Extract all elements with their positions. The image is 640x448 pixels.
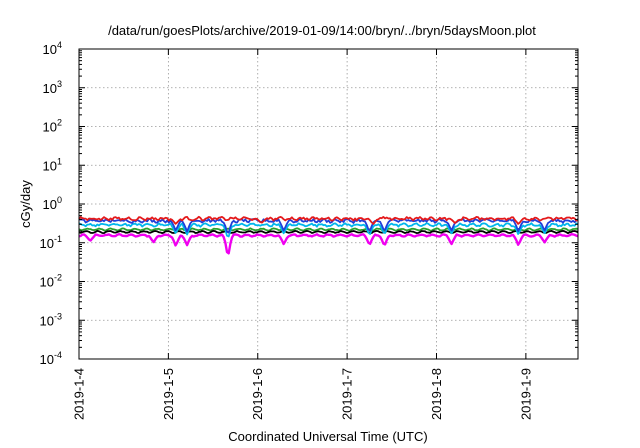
grid [79, 49, 578, 359]
series-line-5 [78, 229, 579, 235]
x-tick-label: 2019-1-5 [161, 368, 176, 420]
y-tick-label: 10-4 [40, 350, 62, 367]
ticks [78, 48, 578, 360]
series-line-6 [78, 232, 579, 255]
x-tick-labels: 2019-1-4 2019-1-5 2019-1-6 2019-1-7 2019-1-8… [72, 368, 534, 420]
y-tick-label: 103 [43, 79, 62, 96]
y-tick-label: 102 [43, 118, 62, 135]
y-tick-label: 100 [43, 195, 62, 212]
y-tick-label: 10-1 [40, 234, 62, 251]
y-tick-label: 101 [43, 156, 62, 173]
series-line-4 [78, 227, 579, 232]
y-tick-label: 10-2 [40, 273, 62, 290]
series-line-3 [78, 222, 579, 238]
x-tick-label: 2019-1-6 [250, 368, 265, 420]
y-tick-label: 104 [43, 40, 62, 57]
y-tick-labels: 10-4 10-3 10-2 10-1 100 101 102 103 104 [40, 40, 62, 367]
x-tick-label: 2019-1-7 [340, 368, 355, 420]
y-tick-label: 10-3 [40, 311, 62, 328]
series-group [78, 215, 579, 255]
x-axis-label: Coordinated Universal Time (UTC) [228, 429, 427, 444]
chart-title: /data/run/goesPlots/archive/2019-01-09/1… [108, 23, 536, 38]
x-tick-label: 2019-1-4 [72, 368, 87, 420]
x-tick-label: 2019-1-8 [429, 368, 444, 420]
x-tick-label: 2019-1-9 [518, 368, 533, 420]
series-line-1 [78, 215, 579, 225]
y-axis-label: cGy/day [18, 180, 33, 228]
